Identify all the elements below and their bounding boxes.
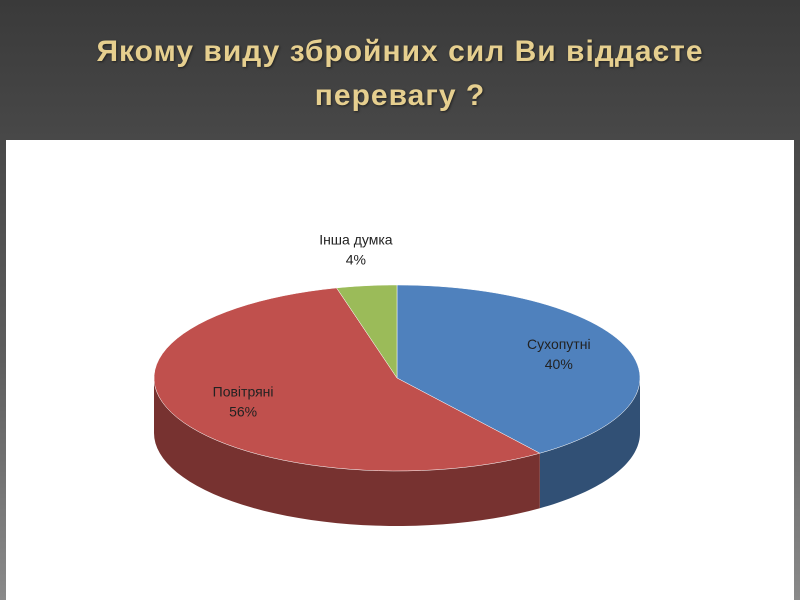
value-label: 40% [545,356,573,372]
slice [336,284,398,379]
slice [153,287,541,472]
category-label: Інша думка [319,231,393,247]
data-label: Інша думка 4% [319,231,393,267]
slice-side [154,378,540,526]
data-label: Повітряні 56% [213,384,274,420]
value-label: 4% [346,251,366,267]
value-label: 56% [229,404,257,420]
slice-side [539,378,640,509]
category-label: Сухопутні [527,336,591,352]
data-label: Сухопутні 40% [527,336,591,372]
category-label: Повітряні [213,384,274,400]
slice [396,284,641,454]
slide-title: Якому виду збройних сил Ви віддаєте пере… [96,35,704,112]
